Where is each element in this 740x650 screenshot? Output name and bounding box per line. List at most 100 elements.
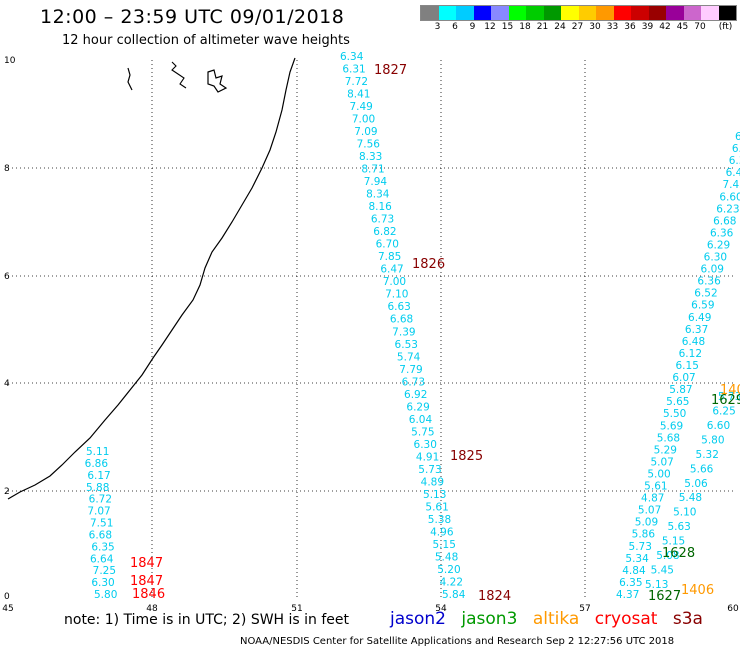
wave-height-value: 6.23 — [716, 203, 739, 215]
wave-height-value: 5.88 — [86, 482, 109, 494]
wave-height-value: 5.80 — [701, 434, 724, 446]
wave-height-value: 5.61 — [644, 481, 667, 493]
wave-height-value: 7.39 — [392, 326, 415, 338]
color-scale-label: 9 — [469, 22, 476, 32]
wave-height-value: 5.68 — [657, 432, 680, 444]
wave-height-value: 6.31 — [342, 64, 365, 76]
wave-height-value: 6.29 — [707, 239, 730, 251]
y-tick-label: 6 — [4, 272, 10, 282]
legend-jason3: jason3 — [461, 609, 518, 629]
satellite-legend: jason2 jason3 altika cryosat s3a — [390, 609, 713, 629]
color-cell — [508, 6, 526, 20]
color-cell — [648, 6, 666, 20]
color-cell — [421, 6, 439, 20]
wave-height-value: 6.30 — [704, 252, 727, 264]
island-1 — [127, 67, 133, 91]
wave-height-value: 5.32 — [696, 449, 719, 461]
wave-height-value: 4.84 — [622, 565, 646, 577]
color-cell — [543, 6, 561, 20]
wave-height-value: 7.94 — [364, 176, 388, 188]
x-tick-label: 48 — [146, 604, 158, 614]
wave-height-value: 6.60 — [707, 420, 730, 432]
note-text: note: 1) Time is in UTC; 2) SWH is in fe… — [64, 612, 350, 628]
color-scale-label: (ft) — [718, 22, 733, 32]
legend-s3a: s3a — [672, 609, 703, 629]
wave-height-value: 5.15 — [433, 539, 456, 551]
island-2 — [171, 61, 187, 89]
wave-height-value: 6.60 — [719, 191, 740, 203]
wave-height-value: 5.13 — [645, 579, 668, 591]
wave-height-value: 6.40 — [726, 167, 740, 179]
color-scale-label: 42 — [659, 22, 671, 32]
wave-height-value: 5.13 — [423, 489, 446, 501]
wave-height-value: 6.73 — [402, 376, 425, 388]
x-tick-label: 51 — [291, 604, 302, 614]
wave-height-value: 4.91 — [416, 451, 439, 463]
wave-height-value: 8.71 — [361, 164, 384, 176]
color-scale-label: 33 — [606, 22, 619, 32]
coastline — [7, 57, 296, 500]
y-tick-label: 4 — [4, 379, 10, 389]
wave-height-value: 6.68 — [390, 314, 413, 326]
pass-labels: 1827182618251824184718471846162816271629… — [130, 63, 740, 604]
wave-height-value: 8.34 — [366, 189, 390, 201]
wave-height-value: 6.17 — [87, 470, 110, 482]
wave-height-value: 4.22 — [440, 576, 463, 588]
wave-height-value: 7.56 — [357, 139, 381, 151]
pass-label-1406: 1406 — [681, 583, 714, 598]
wave-height-value: 4.37 — [616, 589, 639, 601]
color-cell — [683, 6, 701, 20]
wave-height-value: 5.73 — [629, 541, 652, 553]
wave-height-value: 7.51 — [90, 518, 113, 530]
color-scale-label: 36 — [624, 22, 636, 32]
wave-height-value: 7.25 — [93, 565, 116, 577]
pass-label-1628: 1628 — [662, 546, 695, 561]
pass-label-1824: 1824 — [478, 589, 511, 604]
color-cell — [456, 6, 474, 20]
wave-height-value: 6.72 — [89, 494, 112, 506]
color-scale-label: 21 — [536, 22, 549, 32]
wave-height-value: 5.38 — [428, 514, 451, 526]
wave-height-value: 7.00 — [383, 276, 406, 288]
wave-height-value: 7.09 — [354, 126, 377, 138]
wave-height-value: 5.63 — [667, 521, 690, 533]
wave-height-value: 6.29 — [406, 401, 429, 413]
pass-label-1847: 1847 — [130, 574, 163, 589]
wave-height-value: 5.69 — [660, 420, 683, 432]
wave-height-value: 6.50 — [735, 131, 740, 143]
color-scale-label: 39 — [641, 22, 654, 32]
wave-height-value: 5.74 — [397, 351, 421, 363]
wave-height-value: 5.48 — [679, 492, 702, 504]
wave-height-value: 4.87 — [641, 493, 664, 505]
color-scale-label: 12 — [484, 22, 496, 32]
wave-height-value: 6.59 — [691, 300, 714, 312]
wave-height-value: 5.11 — [86, 446, 109, 458]
wave-height-value: 5.65 — [666, 396, 689, 408]
wave-height-value: 8.16 — [368, 201, 392, 213]
wave-height-value: 6.30 — [91, 577, 114, 589]
wave-height-value: 4.89 — [421, 476, 444, 488]
wave-height-value: 6.55 — [732, 143, 740, 155]
color-scale-label: 18 — [519, 22, 531, 32]
wave-height-value: 5.00 — [647, 468, 670, 480]
x-tick-label: 57 — [579, 604, 590, 614]
wave-height-value: 6.09 — [701, 264, 724, 276]
pass-label-1627: 1627 — [648, 589, 681, 604]
island-3 — [207, 69, 228, 93]
pass-label-1827: 1827 — [374, 63, 407, 78]
color-cell — [613, 6, 631, 20]
color-cell — [526, 6, 544, 20]
color-scale-label: 27 — [571, 22, 584, 32]
wave-height-value: 6.36 — [710, 227, 734, 239]
x-tick-label: 60 — [727, 604, 739, 614]
color-cell — [666, 6, 684, 20]
wave-height-value: 5.10 — [673, 507, 696, 519]
wave-height-value: 6.53 — [395, 339, 418, 351]
wave-height-value: 6.15 — [676, 360, 699, 372]
wave-height-value: 5.09 — [635, 517, 658, 529]
wave-height-value: 5.07 — [650, 456, 673, 468]
wave-height-value: 6.30 — [414, 439, 437, 451]
color-cell — [718, 6, 736, 20]
pass-label-1847: 1847 — [130, 556, 163, 571]
